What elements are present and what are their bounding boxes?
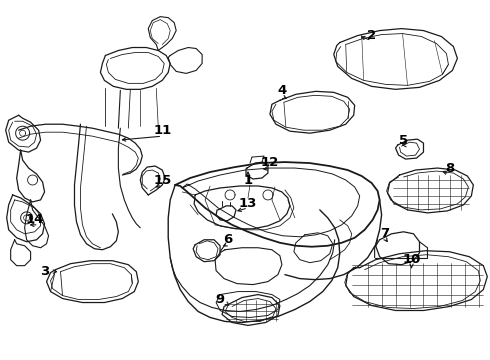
Text: 3: 3 (40, 265, 49, 278)
Text: 13: 13 (239, 197, 257, 210)
Text: 11: 11 (153, 124, 172, 137)
Text: 2: 2 (367, 29, 376, 42)
Text: 1: 1 (244, 174, 252, 186)
Text: 7: 7 (380, 227, 389, 240)
Text: 12: 12 (261, 156, 279, 168)
Text: 4: 4 (277, 84, 287, 97)
Text: 9: 9 (216, 293, 224, 306)
Text: 5: 5 (399, 134, 408, 147)
Text: 10: 10 (402, 253, 421, 266)
Text: 14: 14 (25, 213, 44, 226)
Text: 15: 15 (153, 174, 172, 186)
Text: 6: 6 (223, 233, 233, 246)
Text: 8: 8 (445, 162, 454, 175)
